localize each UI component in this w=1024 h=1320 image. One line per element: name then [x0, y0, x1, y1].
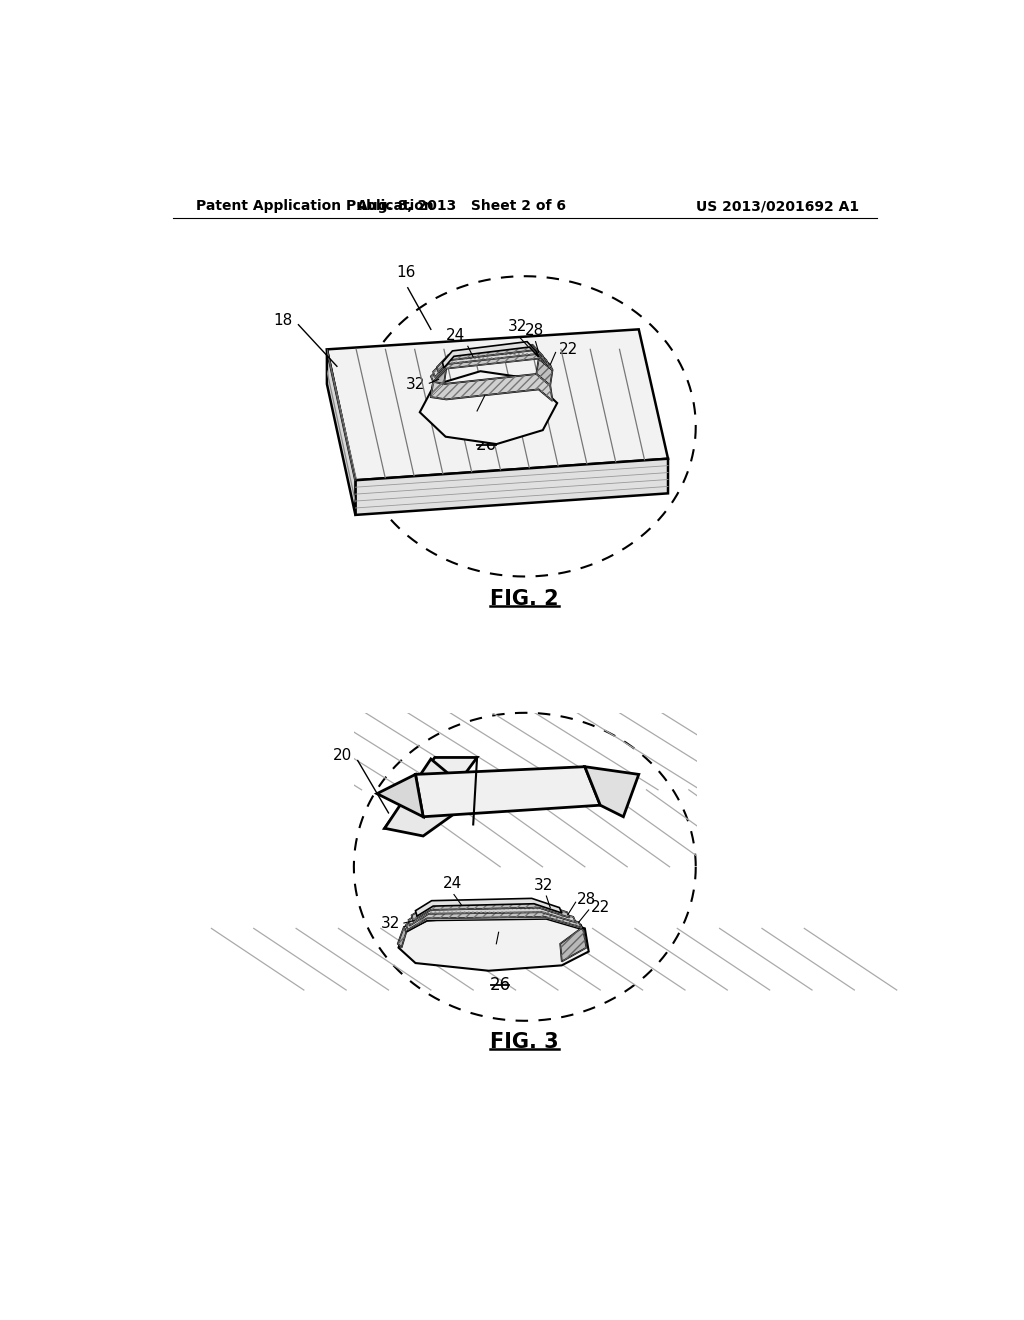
Polygon shape — [407, 911, 582, 929]
Text: 28: 28 — [578, 891, 596, 907]
Text: 22: 22 — [559, 342, 578, 356]
Text: Patent Application Publication: Patent Application Publication — [196, 199, 434, 213]
Polygon shape — [433, 348, 549, 378]
Polygon shape — [420, 371, 557, 444]
Polygon shape — [560, 928, 587, 961]
Polygon shape — [431, 368, 446, 397]
Polygon shape — [431, 374, 553, 401]
Text: 32: 32 — [407, 376, 425, 392]
Text: 30: 30 — [466, 414, 485, 429]
Text: 24: 24 — [446, 329, 466, 343]
Polygon shape — [431, 354, 553, 381]
Text: 32: 32 — [381, 916, 400, 931]
Polygon shape — [398, 917, 589, 970]
Text: 18: 18 — [273, 313, 292, 327]
Text: 20: 20 — [333, 747, 352, 763]
Text: FIG. 3: FIG. 3 — [490, 1032, 559, 1052]
Polygon shape — [403, 913, 584, 932]
Text: 32: 32 — [534, 878, 553, 892]
Polygon shape — [385, 759, 477, 836]
Polygon shape — [437, 345, 545, 372]
Polygon shape — [416, 767, 600, 817]
Polygon shape — [442, 342, 539, 368]
Text: 16: 16 — [396, 265, 416, 280]
Text: 30a: 30a — [480, 946, 509, 962]
Polygon shape — [416, 899, 562, 916]
Text: FIG. 2: FIG. 2 — [490, 589, 559, 609]
Text: US 2013/0201692 A1: US 2013/0201692 A1 — [695, 199, 859, 213]
Polygon shape — [397, 927, 407, 948]
Text: 26: 26 — [476, 436, 497, 454]
Text: 22: 22 — [591, 900, 610, 915]
Polygon shape — [385, 758, 477, 829]
Text: 28: 28 — [524, 323, 544, 338]
Polygon shape — [355, 459, 668, 515]
Text: 32: 32 — [508, 319, 526, 334]
Polygon shape — [537, 359, 553, 385]
Polygon shape — [412, 903, 569, 921]
Polygon shape — [327, 330, 668, 480]
Text: 26: 26 — [489, 977, 511, 994]
Polygon shape — [409, 907, 575, 925]
Text: Aug. 8, 2013   Sheet 2 of 6: Aug. 8, 2013 Sheet 2 of 6 — [357, 199, 566, 213]
Text: 24: 24 — [442, 876, 462, 891]
Polygon shape — [377, 775, 423, 817]
Polygon shape — [585, 767, 639, 817]
Polygon shape — [327, 350, 355, 515]
